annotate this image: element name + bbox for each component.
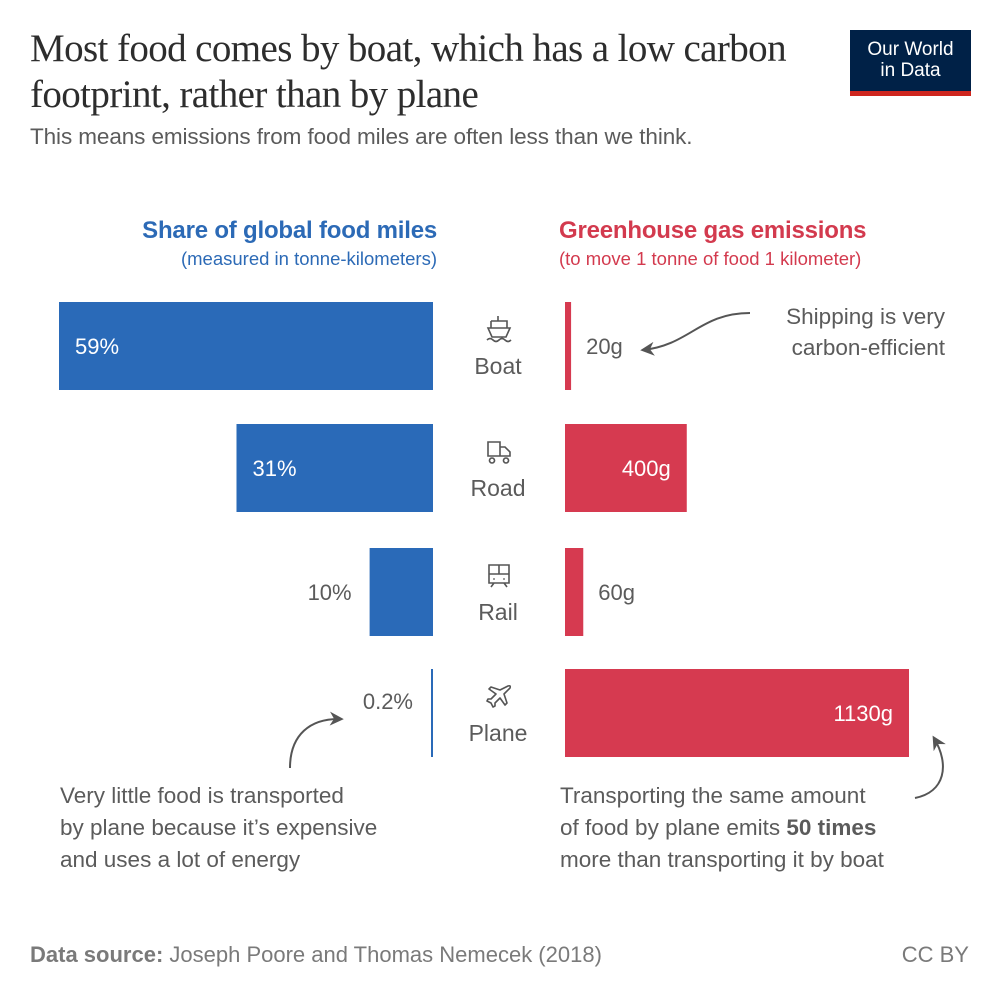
share-bars: 59% 31% 10% 0.2% bbox=[59, 302, 433, 757]
share-bar-boat bbox=[59, 302, 433, 390]
plane-emissions-note-line-1: Transporting the same amount bbox=[560, 783, 866, 808]
chart-subtitle: This means emissions from food miles are… bbox=[30, 124, 693, 149]
boat-note-line-2: carbon-efficient bbox=[792, 335, 946, 360]
plane-emissions-annotation: Transporting the same amount of food by … bbox=[560, 735, 946, 872]
plane-icon bbox=[486, 684, 512, 708]
emissions-bars: 20g 400g 60g 1130g bbox=[565, 302, 909, 757]
emissions-value-label-road: 400g bbox=[622, 456, 671, 481]
category-label-plane: Plane bbox=[469, 720, 528, 746]
chart-title: Most food comes by boat, which has a low… bbox=[30, 27, 787, 116]
emissions-column-title: Greenhouse gas emissions bbox=[559, 217, 867, 244]
boat-note-line-1: Shipping is very bbox=[786, 304, 946, 329]
data-source-text: Joseph Poore and Thomas Nemecek (2018) bbox=[163, 942, 602, 967]
emissions-value-label-rail: 60g bbox=[598, 580, 635, 605]
plane-share-arrow bbox=[289, 711, 344, 769]
owid-logo[interactable]: Our World in Data bbox=[850, 30, 971, 96]
share-column-subtitle: (measured in tonne-kilometers) bbox=[180, 248, 437, 269]
plane-share-annotation: Very little food is transported by plane… bbox=[60, 711, 377, 872]
category-labels: Boat Road Rail Plane bbox=[469, 316, 528, 746]
plane-emissions-note-text: of food by plane emits bbox=[560, 815, 786, 840]
license[interactable]: CC BY bbox=[901, 942, 969, 967]
logo-line-2: in Data bbox=[880, 60, 941, 81]
truck-icon bbox=[487, 441, 511, 464]
emissions-value-label-plane: 1130g bbox=[833, 701, 893, 726]
plane-emissions-arrow bbox=[914, 735, 946, 799]
boat-arrow bbox=[640, 312, 751, 356]
boat-annotation: Shipping is very carbon-efficient bbox=[640, 304, 946, 360]
share-value-label-road: 31% bbox=[252, 456, 296, 481]
emissions-bar-plane bbox=[565, 669, 909, 757]
plane-share-note-line-1: Very little food is transported bbox=[60, 783, 344, 808]
emissions-column-subtitle: (to move 1 tonne of food 1 kilometer) bbox=[559, 248, 862, 269]
share-column-header: Share of global food miles (measured in … bbox=[142, 215, 437, 271]
share-bar-plane bbox=[431, 669, 433, 757]
emissions-value-label-boat: 20g bbox=[586, 334, 623, 359]
data-source-label: Data source: bbox=[30, 942, 164, 967]
data-source: Data source: Joseph Poore and Thomas Nem… bbox=[30, 942, 602, 968]
plane-emissions-note-line-2: of food by plane emits 50 times bbox=[560, 815, 876, 840]
train-icon bbox=[488, 564, 510, 588]
ship-icon bbox=[486, 316, 512, 343]
share-column-title: Share of global food miles bbox=[142, 217, 437, 244]
plane-emissions-note-line-3: more than transporting it by boat bbox=[560, 847, 885, 872]
share-value-label-rail: 10% bbox=[308, 580, 352, 605]
share-bar-rail bbox=[369, 548, 433, 636]
plane-share-note-line-3: and uses a lot of energy bbox=[60, 847, 301, 872]
category-label-rail: Rail bbox=[478, 599, 518, 625]
category-label-road: Road bbox=[471, 475, 526, 501]
emissions-bar-rail bbox=[565, 548, 584, 636]
plane-emissions-note-emphasis: 50 times bbox=[786, 815, 876, 840]
emissions-column-header: Greenhouse gas emissions (to move 1 tonn… bbox=[559, 215, 867, 271]
share-value-label-boat: 59% bbox=[75, 334, 119, 359]
plane-share-note-line-2: by plane because it’s expensive bbox=[60, 815, 377, 840]
category-label-boat: Boat bbox=[474, 353, 522, 379]
share-value-label-plane: 0.2% bbox=[363, 689, 413, 714]
share-bar-road bbox=[236, 424, 433, 512]
logo-line-1: Our World bbox=[867, 39, 954, 60]
emissions-bar-road bbox=[565, 424, 687, 512]
emissions-bar-boat bbox=[565, 302, 572, 390]
